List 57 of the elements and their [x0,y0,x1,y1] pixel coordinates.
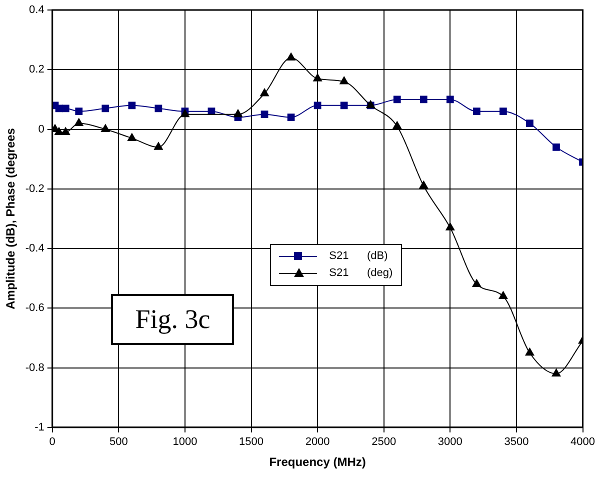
y-tick-label: 0.2 [29,64,44,76]
point [420,96,428,104]
point [260,88,269,96]
point [419,180,428,189]
point [234,109,242,118]
y-tick-label: 0 [38,123,44,136]
point [128,102,136,110]
point [525,348,534,356]
legend-label: S21 (deg) [329,267,393,280]
point [552,368,561,376]
y-tick-label: -0.4 [25,242,44,255]
point [101,124,110,132]
x-tick-label: 2500 [372,436,396,448]
point [498,291,508,299]
x-tick-label: 3500 [504,436,529,448]
point [128,133,136,141]
y-axis-title: Amplitude (dB), Phase (degrees [4,128,18,310]
point [526,120,534,127]
point [55,104,63,112]
point [392,121,402,130]
point [313,74,322,82]
y-tick-label: 0.4 [29,4,44,16]
point [61,127,70,135]
y-tick-label: -0.2 [25,182,44,195]
y-tick-label: -0.8 [25,362,44,374]
point [154,142,163,150]
point [552,143,560,151]
point [54,127,64,135]
point [74,118,84,126]
point [472,279,482,288]
x-tick-label: 1500 [239,436,264,448]
x-tick-label: 4000 [570,436,596,448]
point [286,52,296,60]
legend-label: S21 (dB) [329,250,388,262]
point [500,108,507,116]
point [393,96,401,104]
x-tick-label: 500 [109,436,128,448]
point [75,108,83,116]
annotation: Fig. 3c [111,294,234,345]
point [154,104,162,112]
point [102,104,110,112]
point [473,108,480,116]
point [340,102,348,110]
x-tick-label: 0 [49,436,56,448]
point [260,110,268,118]
x-axis-title: Frequency (MHz) [269,455,366,470]
point [314,102,322,110]
y-tick-label: -1 [34,421,44,434]
y-tick-label: -0.6 [25,302,44,314]
x-tick-label: 2000 [305,436,330,448]
x-tick-label: 3000 [438,436,462,448]
point [340,76,348,84]
point [446,222,455,230]
point [62,104,70,112]
x-tick-label: 1000 [172,436,198,448]
point [446,96,454,104]
point [287,114,295,122]
